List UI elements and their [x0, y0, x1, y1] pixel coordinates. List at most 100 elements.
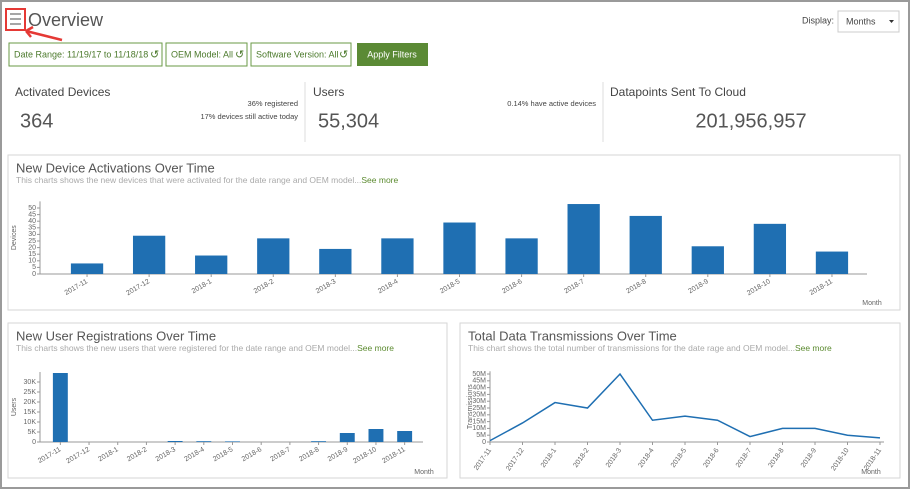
y-tick-label: 35	[28, 225, 36, 232]
see-more-link[interactable]: See more	[357, 343, 394, 353]
bar	[195, 255, 228, 274]
bar	[815, 251, 849, 274]
bar	[257, 238, 290, 274]
chart-card	[7, 322, 448, 479]
y-tick-label: 5K	[27, 429, 36, 436]
y-tick-label: 25K	[24, 389, 37, 396]
stat-title: Activated Devices	[15, 85, 110, 99]
stat-note: 17% devices still active today	[200, 112, 298, 121]
apply-button[interactable]: Apply Filters	[357, 43, 428, 66]
stat-title: Users	[313, 85, 344, 99]
bar	[196, 441, 212, 442]
filter-text: Software Version: All	[256, 49, 339, 59]
y-tick-label: 20	[28, 244, 36, 251]
y-tick-label: 50M	[472, 371, 486, 378]
select-value: Months	[846, 16, 876, 26]
chart-title: New User Registrations Over Time	[16, 328, 216, 343]
subtitle-text: This chart shows the total number of tra…	[468, 343, 795, 353]
arrow	[25, 25, 63, 42]
bar	[167, 441, 183, 442]
bar	[70, 263, 104, 274]
y-tick-label: 20K	[24, 399, 37, 406]
x-axis-label: Month	[414, 469, 434, 476]
bar	[132, 235, 166, 274]
stat-value: 201,956,957	[695, 110, 806, 132]
button-bg	[357, 43, 428, 66]
filter-text: OEM Model: All	[171, 49, 233, 59]
reset-icon: ↺	[235, 49, 244, 61]
bar	[225, 441, 240, 442]
button-text: Apply Filters	[367, 49, 417, 59]
bar	[753, 223, 787, 274]
subtitle-text: This charts shows the new users that wer…	[16, 343, 357, 353]
y-tick-label: 30K	[24, 379, 37, 386]
bar	[339, 433, 355, 442]
menu-icon[interactable]	[5, 8, 26, 31]
y-tick-label: 15M	[472, 418, 486, 425]
y-tick-label: 40	[28, 218, 36, 225]
reset-icon: ↺	[339, 49, 348, 61]
filter-date[interactable]: Date Range: 11/19/17 to 11/18/18 ↺	[8, 42, 163, 67]
filter-software[interactable]: Software Version: All ↺	[250, 42, 352, 67]
bar	[691, 246, 724, 274]
y-tick-label: 0	[32, 271, 36, 278]
y-tick-label: 40M	[472, 384, 486, 391]
see-more-link[interactable]: See more	[361, 175, 398, 185]
y-tick-label: 30	[28, 231, 36, 238]
subtitle-text: This charts shows the new devices that w…	[16, 175, 361, 185]
filter-box	[165, 42, 248, 67]
bar	[505, 238, 538, 274]
stat-note: 0.14% have active devices	[507, 99, 596, 108]
chart-card	[459, 322, 901, 479]
y-tick-label: 35M	[472, 391, 486, 398]
stat-value: 364	[20, 110, 53, 132]
y-axis-label: Users	[11, 397, 18, 416]
display-select[interactable]: Months	[837, 10, 900, 33]
y-tick-label: 0	[482, 439, 486, 446]
see-more-link[interactable]: See more	[795, 343, 832, 353]
menu-highlight	[5, 8, 26, 31]
y-tick-label: 10	[28, 258, 36, 265]
y-tick-label: 25	[28, 238, 36, 245]
y-tick-label: 50	[28, 205, 36, 212]
y-tick-label: 5M	[476, 432, 486, 439]
display-label: Display:	[802, 15, 834, 25]
line	[489, 372, 881, 442]
bar	[567, 204, 600, 274]
bar	[381, 238, 414, 274]
bar	[397, 431, 413, 442]
y-tick-label: 45	[28, 211, 36, 218]
y-tick-label: 15K	[24, 409, 37, 416]
y-tick-label: 30M	[472, 398, 486, 405]
bar	[319, 248, 352, 274]
y-axis-label: Devices	[11, 225, 18, 250]
y-tick-label: 0	[32, 439, 36, 446]
filter-oem[interactable]: OEM Model: All ↺	[165, 42, 248, 67]
filter-box	[250, 42, 352, 67]
y-tick-label: 15	[28, 251, 36, 258]
y-tick-label: 10M	[472, 425, 486, 432]
bar	[311, 441, 327, 442]
chart-title: New Device Activations Over Time	[16, 160, 215, 175]
chart-title: Total Data Transmissions Over Time	[468, 328, 677, 343]
y-tick-label: 45M	[472, 378, 486, 385]
y-tick-label: 10K	[24, 419, 37, 426]
bar	[629, 215, 662, 274]
stat-note: 36% registered	[248, 99, 298, 108]
x-axis-label: Month	[862, 300, 882, 307]
stat-value: 55,304	[318, 110, 379, 132]
y-tick-label: 5	[32, 264, 36, 271]
menu-lines	[10, 13, 21, 25]
chart-subtitle: This charts shows the new devices that w…	[16, 175, 398, 185]
y-tick-label: 25M	[472, 405, 486, 412]
bar	[368, 429, 384, 442]
bar	[443, 222, 476, 274]
chart-subtitle: This charts shows the new users that wer…	[16, 343, 394, 353]
y-axis-label: Transmissions	[467, 384, 474, 429]
y-tick-label: 20M	[472, 412, 486, 419]
chart-subtitle: This chart shows the total number of tra…	[468, 343, 832, 353]
x-axis-label: Month	[861, 469, 881, 476]
select-caret	[889, 20, 894, 23]
bar	[52, 373, 68, 442]
